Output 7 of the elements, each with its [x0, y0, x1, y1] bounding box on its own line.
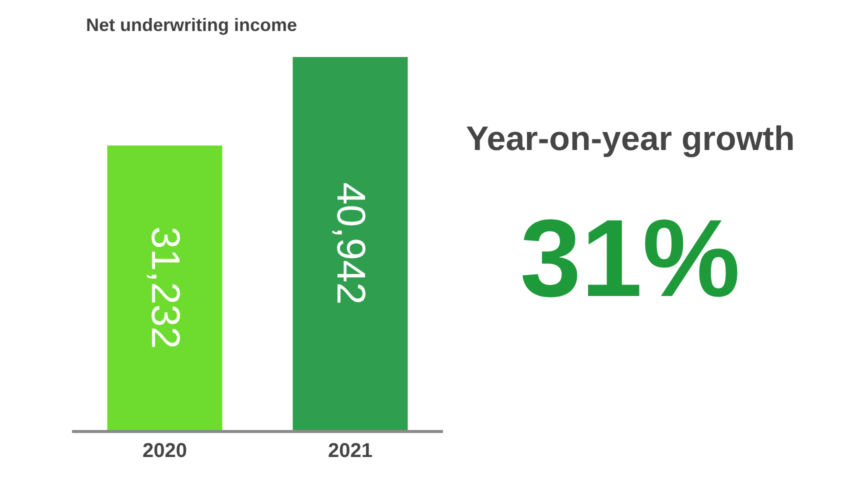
data-label: 40,942: [328, 182, 372, 305]
x-tick-label: 2020: [142, 440, 187, 462]
text: Year-on-year growth: [466, 120, 795, 158]
text: 31%: [520, 197, 740, 320]
data-label: 31,232: [142, 226, 187, 349]
chart-title: Net underwriting income: [86, 15, 298, 35]
x-tick-label: 2021: [328, 440, 372, 462]
